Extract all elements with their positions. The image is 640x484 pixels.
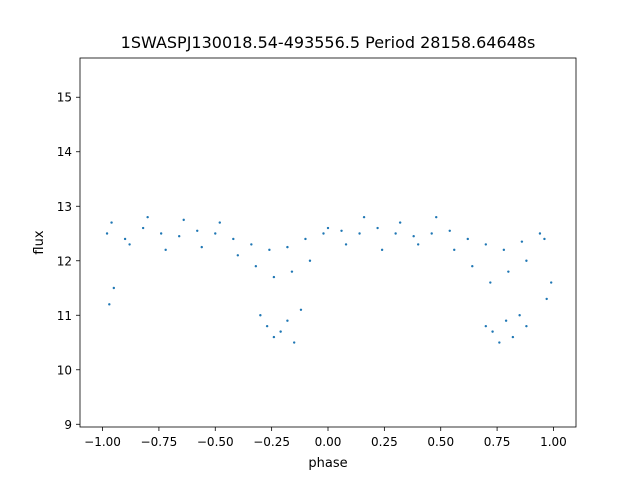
data-point	[265, 324, 269, 328]
data-point	[279, 330, 282, 333]
data-point	[308, 259, 312, 262]
x-tick-label: 1.00	[540, 435, 567, 449]
plot-frame	[79, 57, 577, 428]
data-point	[259, 314, 262, 317]
data-point	[322, 232, 325, 235]
x-tick-label: −1.00	[84, 435, 121, 449]
data-point	[502, 248, 506, 252]
data-point	[200, 245, 203, 249]
x-tick-label: 0.25	[371, 435, 398, 449]
data-point	[453, 248, 456, 252]
data-point	[112, 286, 116, 290]
data-point	[272, 335, 276, 339]
data-point	[164, 248, 167, 252]
data-point	[178, 235, 181, 238]
data-point	[272, 275, 276, 279]
data-point	[498, 341, 501, 344]
data-point	[525, 324, 528, 328]
data-point	[110, 221, 113, 224]
data-point	[466, 237, 469, 241]
data-point	[543, 237, 546, 241]
data-points-layer	[105, 215, 553, 344]
y-axis-label: flux	[32, 230, 47, 254]
data-point	[504, 319, 508, 322]
data-point	[525, 259, 528, 262]
data-point	[123, 237, 127, 241]
y-tick-label: 10	[57, 363, 72, 377]
data-point	[491, 330, 494, 333]
data-point	[290, 270, 294, 273]
data-point	[250, 243, 253, 246]
y-tick-label: 12	[57, 254, 72, 268]
data-point	[292, 341, 296, 344]
data-point	[105, 232, 109, 235]
data-point	[232, 237, 235, 241]
data-point	[108, 303, 111, 306]
x-tick-label: 0.50	[427, 435, 454, 449]
data-point	[550, 281, 553, 284]
data-point	[236, 254, 240, 257]
data-point	[489, 281, 492, 284]
data-point	[448, 229, 451, 232]
data-point	[268, 248, 271, 252]
data-point	[380, 248, 384, 252]
data-point	[507, 270, 510, 273]
data-point	[362, 215, 366, 219]
data-point	[214, 232, 217, 235]
data-point	[182, 218, 185, 222]
data-point	[435, 215, 438, 219]
data-point	[376, 226, 379, 230]
x-tick-label: 0.00	[315, 435, 342, 449]
x-tick-label: −0.50	[197, 435, 234, 449]
y-tick-label: 15	[57, 91, 72, 105]
x-tick-label: 0.75	[484, 435, 511, 449]
data-point	[254, 265, 258, 268]
data-point	[218, 221, 221, 224]
data-point	[518, 314, 521, 317]
data-point	[520, 240, 524, 243]
data-point	[358, 232, 361, 235]
data-point	[430, 232, 433, 235]
x-axis-label: phase	[308, 456, 347, 471]
data-point	[538, 232, 542, 235]
data-point	[511, 335, 515, 339]
data-point	[128, 243, 131, 246]
data-point	[484, 324, 488, 328]
axes-layer: −1.00 −0.75 −0.50 −0.25 0.00 0.25 0.50 0.75 1.00…	[57, 91, 567, 449]
data-point	[326, 226, 330, 230]
y-tick-label: 13	[57, 200, 72, 214]
y-tick-label: 14	[57, 145, 72, 159]
data-point	[146, 215, 149, 219]
x-tick-label: −0.25	[253, 435, 290, 449]
data-point	[471, 265, 474, 268]
data-point	[412, 235, 415, 238]
y-tick-label: 9	[64, 418, 72, 432]
data-point	[484, 243, 488, 246]
data-point	[304, 237, 307, 241]
data-point	[545, 297, 548, 301]
data-point	[299, 308, 303, 312]
data-point	[398, 221, 402, 224]
chart-title: 1SWASPJ130018.54-493556.5 Period 28158.6…	[121, 33, 536, 52]
x-tick-label: −0.75	[141, 435, 178, 449]
data-point	[286, 319, 289, 322]
data-point	[141, 226, 145, 230]
data-point	[416, 243, 420, 246]
data-point	[196, 229, 199, 232]
data-point	[286, 245, 289, 249]
data-point	[340, 229, 343, 232]
data-point	[159, 232, 163, 235]
data-point	[344, 243, 348, 246]
y-tick-label: 11	[57, 309, 72, 323]
data-point	[394, 232, 397, 235]
